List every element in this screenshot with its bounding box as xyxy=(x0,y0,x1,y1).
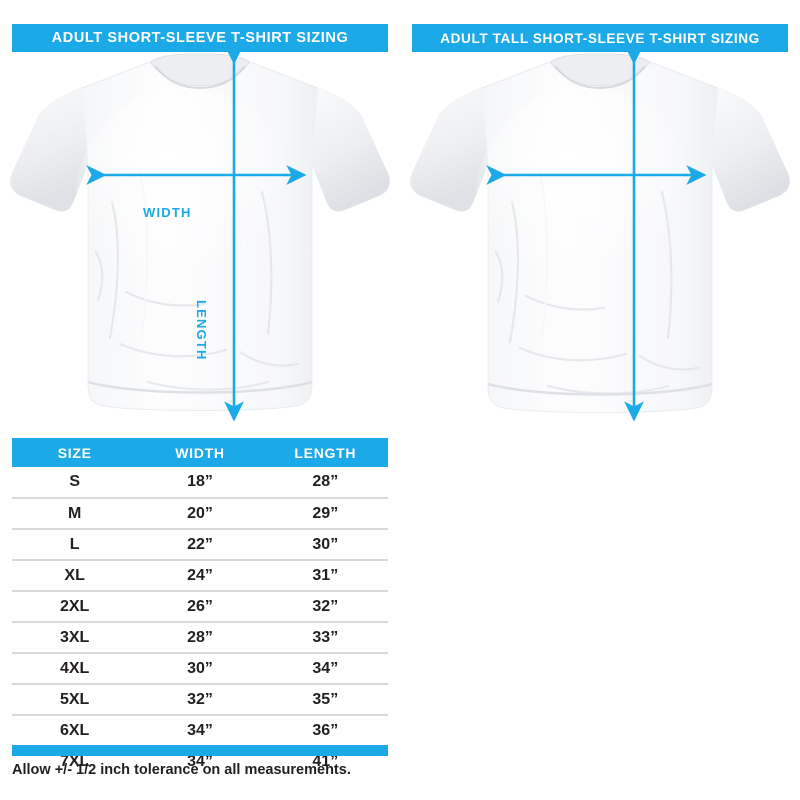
cell-size: 7XL xyxy=(59,753,90,770)
table-row: 6XL 34” 36” xyxy=(12,715,388,747)
cell-size: 3XL xyxy=(12,622,138,654)
cell-width: 34” xyxy=(137,715,263,747)
column-header-length: LENGTH xyxy=(262,438,388,467)
cell-size: 5XL xyxy=(12,684,138,716)
column-header-size: SIZE xyxy=(12,438,138,467)
cell-length: 36” xyxy=(262,715,388,747)
table-end-bar-adult xyxy=(12,745,388,756)
length-label-adult: LENGTH xyxy=(194,300,209,361)
width-label-adult: WIDTH xyxy=(143,205,192,220)
size-table-adult: SIZE WIDTH LENGTH S 18” 28” M 20” 29” L xyxy=(12,438,388,777)
tshirt-diagram-adult: WIDTH LENGTH xyxy=(0,52,400,434)
table-row: M 20” 29” xyxy=(12,498,388,530)
cell-width: 22” xyxy=(137,529,263,561)
cell-size: XL xyxy=(12,560,138,592)
tshirt-shape xyxy=(409,53,791,413)
cell-length: 32” xyxy=(262,591,388,623)
panel-title-adult: ADULT SHORT-SLEEVE T-SHIRT SIZING xyxy=(51,30,349,46)
cell-length: 33” xyxy=(262,622,388,654)
cell-size: 2XL xyxy=(12,591,138,623)
cell-length: 34” xyxy=(262,653,388,685)
table-row: 4XL 30” 34” xyxy=(12,653,388,685)
panel-title-adult-tall: ADULT TALL SHORT-SLEEVE T-SHIRT SIZING xyxy=(440,30,760,46)
cell-width: 28” xyxy=(137,622,263,654)
table-header-row: SIZE WIDTH LENGTH xyxy=(12,438,388,467)
cell-size: L xyxy=(12,529,138,561)
cell-width: 20” xyxy=(137,498,263,530)
cell-length: 30” xyxy=(262,529,388,561)
cell-length: 28” xyxy=(262,467,388,499)
table-row: 2XL 26” 32” xyxy=(12,591,388,623)
cell-size: 4XL xyxy=(12,653,138,685)
table-row: L 22” 30” xyxy=(12,529,388,561)
tolerance-note-adult: Allow +/- 1/2 inch tolerance on all meas… xyxy=(12,762,351,778)
table-row: XL 24” 31” xyxy=(12,560,388,592)
table-row: 7XL 34” 41” xyxy=(12,746,388,777)
cell-size: 6XL xyxy=(12,715,138,747)
column-header-width: WIDTH xyxy=(137,438,263,467)
cell-length: 35” xyxy=(262,684,388,716)
table-row: S 18” 28” xyxy=(12,467,388,499)
cell-size: M xyxy=(12,498,138,530)
cell-width: 34” xyxy=(187,753,213,770)
tshirt-diagram-adult-tall: WIDTH LENGTH xyxy=(400,52,800,434)
cell-width: 18” xyxy=(137,467,263,499)
panel-title-bar-adult: ADULT SHORT-SLEEVE T-SHIRT SIZING xyxy=(12,24,388,52)
cell-width: 24” xyxy=(137,560,263,592)
panel-title-bar-adult-tall: ADULT TALL SHORT-SLEEVE T-SHIRT SIZING xyxy=(412,24,788,52)
cell-size: S xyxy=(12,467,138,499)
table-row: 3XL 28” 33” xyxy=(12,622,388,654)
cell-length: 31” xyxy=(262,560,388,592)
cell-width: 26” xyxy=(137,591,263,623)
cell-length: 41” xyxy=(312,753,339,770)
cell-width: 32” xyxy=(137,684,263,716)
cell-length: 29” xyxy=(262,498,388,530)
panel-adult: ADULT SHORT-SLEEVE T-SHIRT SIZING xyxy=(0,24,400,778)
cell-width: 30” xyxy=(137,653,263,685)
table-row: 5XL 32” 35” xyxy=(12,684,388,716)
panel-adult-tall: ADULT TALL SHORT-SLEEVE T-SHIRT SIZING xyxy=(400,0,800,800)
